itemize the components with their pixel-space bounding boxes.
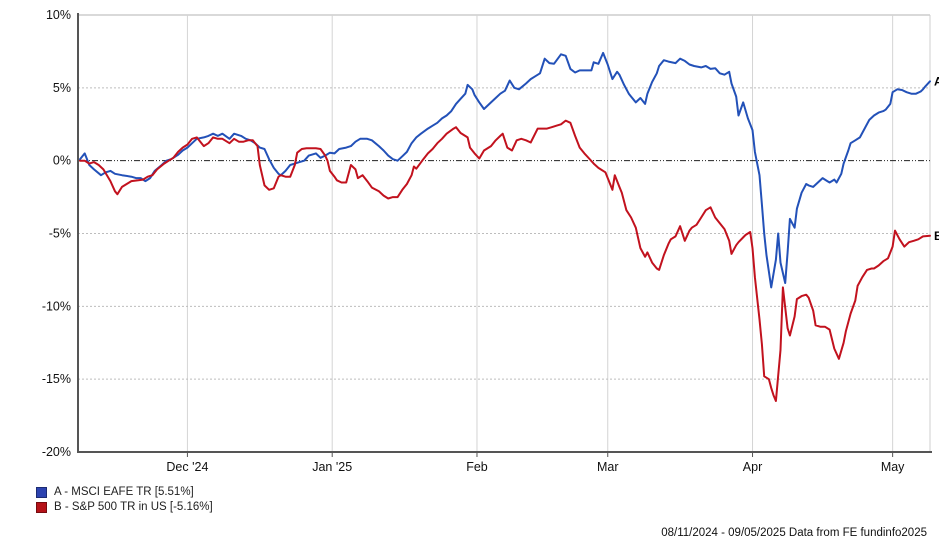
legend-label-b: B - S&P 500 TR in US [-5.16%]	[54, 501, 213, 513]
x-axis-label: May	[881, 460, 905, 474]
series-a-end-label: A	[934, 74, 939, 88]
y-axis-label: -20%	[42, 445, 71, 459]
series-a-line	[79, 51, 931, 289]
series-b-swatch-icon	[36, 501, 47, 513]
x-axis-label: Jan '25	[312, 460, 352, 474]
date-range-source-caption: 08/11/2024 - 09/05/2025 Data from FE fun…	[661, 527, 927, 539]
series-b-end-label: B	[934, 229, 939, 243]
chart-legend: A - MSCI EAFE TR [5.51%] B - S&P 500 TR …	[36, 485, 213, 515]
y-axis-label: -5%	[49, 227, 71, 241]
x-axis-label: Apr	[743, 460, 762, 474]
x-axis-label: Dec '24	[166, 460, 208, 474]
y-axis-label: 5%	[53, 81, 71, 95]
x-axis-label: Feb	[466, 460, 488, 474]
y-axis-label: -15%	[42, 372, 71, 386]
y-axis-label: 0%	[53, 154, 71, 168]
x-axis-label: Mar	[597, 460, 619, 474]
series-a-swatch-icon	[36, 486, 47, 498]
y-axis-label: 10%	[46, 8, 71, 22]
series-b-line	[79, 119, 931, 402]
legend-item-b: B - S&P 500 TR in US [-5.16%]	[36, 500, 213, 514]
y-axis-label: -10%	[42, 299, 71, 313]
legend-label-a: A - MSCI EAFE TR [5.51%]	[54, 486, 194, 498]
legend-item-a: A - MSCI EAFE TR [5.51%]	[36, 485, 213, 499]
